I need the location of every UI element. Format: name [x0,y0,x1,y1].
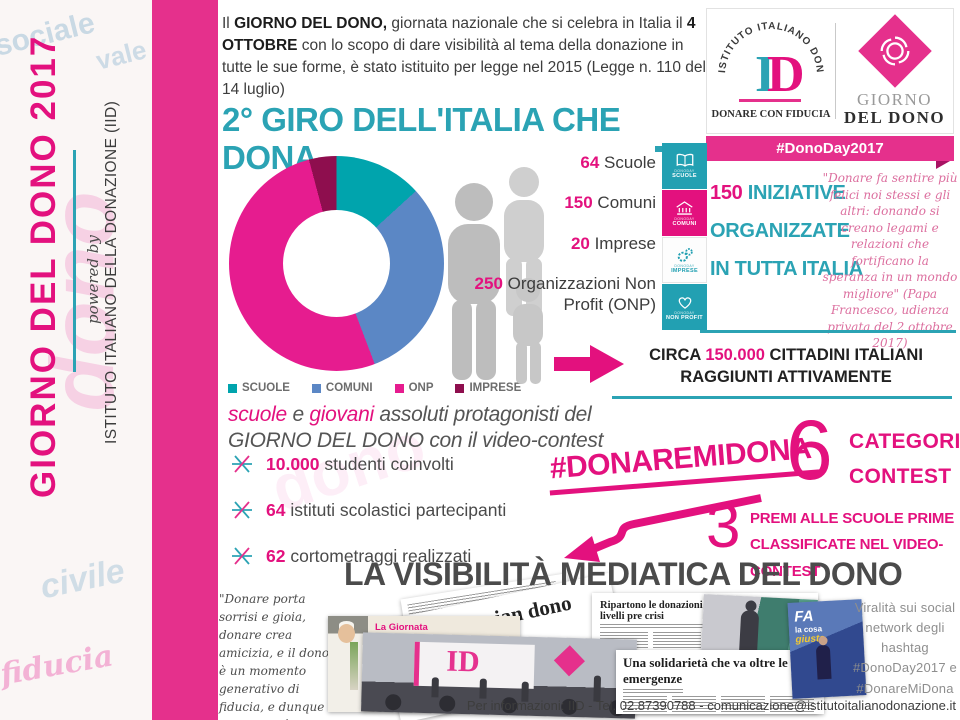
diamond-knot-icon [857,14,932,88]
banner-fold [936,161,950,169]
giorno-del-dono-logo: GIORNO DEL DONO [836,9,953,133]
powered-by-label: powered by [84,235,102,324]
divider-line [612,396,952,399]
bullet-istituti: 64 istituti scolastici partecipanti [230,498,506,522]
badge-imprese: DONODAY IMPRESE [662,237,707,283]
watermark-word: vale [93,34,150,76]
footer-contact-info: Per informazioni: IID - Tel. 02.87390788… [466,698,956,713]
donoday-hashtag-banner: #DonoDay2017 [706,136,954,161]
stat-scuole: 64 Scuole [580,153,656,172]
stat-imprese: 20 Imprese [570,233,656,253]
logo-block: ISTITUTO ITALIANO DONAZIONE I D DONARE C… [703,1,954,134]
bank-icon [676,200,693,215]
contest-number-3: 3 [706,492,741,561]
badge-comuni: DONODAY COMUNI [662,190,707,236]
stage-id-logo: ID [445,644,481,679]
participation-stats: 64 Scuole 150 Comuni 20 Imprese 250 Orga… [468,152,656,334]
reach-callout: CIRCA 150.000 CITTADINI ITALIANI RAGGIUN… [649,346,923,387]
intro-paragraph: Il GIORNO DEL DONO, giornata nazionale c… [222,15,706,99]
bullet-studenti: 10.000 studenti coinvolti [230,452,506,476]
mattarella-quote: "Donare porta sorrisi e gioia, donare cr… [219,592,330,720]
contest-categorie-label: CATEGORIE CONTEST [849,430,960,488]
stage-diamond-logo [553,645,585,677]
svg-text:DONARE CON FIDUCIA: DONARE CON FIDUCIA [711,109,830,120]
heart-icon [678,296,691,309]
asterisk-icon [232,455,252,473]
legend-item: COMUNI [311,382,373,394]
logo-divider [835,23,836,119]
contest-premi-label: PREMI ALLE SCUOLE PRIME CLASSIFICATE NEL… [750,510,955,580]
sidebar: sociale vale dono civile fiducia GIORNO … [0,0,218,720]
clipping-kicker: La Giornata [375,622,428,633]
organization-name-vertical: ISTITUTO ITALIANO DELLA DONAZIONE (IID) [103,100,120,444]
legend-swatch [455,383,465,393]
stat-comuni: 150 Comuni [564,193,656,213]
protagonists-line: scuole e giovani assoluti protagonisti d… [228,403,604,452]
sidebar-divider-line [73,150,76,372]
contest-number-6: 6 [786,403,833,497]
legend-swatch [394,383,404,393]
right-arrow-icon [554,345,624,383]
family-silhouette [448,167,544,384]
media-section-heading: LA VISIBILITÀ MEDIATICA DEL DONO [344,556,903,592]
legend-swatch [311,383,321,393]
watermark-word: fiducia [0,638,116,693]
asterisk-icon [232,547,252,565]
svg-text:I: I [755,46,775,103]
badge-scuole: DONODAY SCUOLE [662,143,707,189]
sidebar-accent-bar [152,0,218,720]
svg-text:D: D [767,46,805,103]
iniziative-callout: 150 INIZIATIVE ORGANIZZATE IN TUTTA ITAL… [710,182,863,280]
book-icon [676,153,693,167]
asterisk-icon [232,501,252,519]
clipping-headline: Ripartono le donazioni nel 2016 tornate … [600,600,789,622]
divider-line [700,330,956,333]
watermark-word: civile [36,551,128,607]
legend-item: IMPRESE [455,382,521,394]
iid-logo-graphic: ISTITUTO ITALIANO DONAZIONE I D DONARE C… [703,1,831,120]
badge-non-profit: DONODAY NON PROFIT [662,284,707,330]
donoday-badge-column: DONODAY SCUOLE DONODAY COMUNI DONODAY IM… [662,143,707,330]
bullet-cortometraggi: 62 cortometraggi realizzati [230,544,506,568]
curved-arrow-icon [564,494,762,562]
section-heading-giro: 2° GIRO DELL'ITALIA CHE DONA [222,101,621,176]
event-title-vertical: GIORNO DEL DONO 2017 [24,34,63,498]
video-contest-bullets: 10.000 studenti coinvolti 64 istituti sc… [230,452,506,590]
legend-swatch [228,383,237,393]
legend-item: ONP [394,382,433,394]
clipping-subhead [600,624,780,628]
legend-item: SCUOLE [228,382,290,394]
chart-legend: SCUOLE COMUNI ONP IMPRESE [228,382,521,394]
clipping-byline [623,689,683,693]
iid-logo: ISTITUTO ITALIANO DONAZIONE I D DONARE C… [703,1,835,133]
stat-onp: 250 Organizzazioni Non Profit (ONP) [474,273,656,314]
newspaper-clipping-solidarieta: Una solidarietà che va oltre le emergenz… [616,650,824,714]
gears-icon [677,247,693,262]
clipping-headline: Una solidarietà che va oltre le emergenz… [623,655,788,686]
giorno-del-dono-wordmark: GIORNO DEL DONO [843,90,946,127]
social-virality-note: Viralità sui social network degli hashta… [853,600,957,696]
papa-francesco-quote: "Donare fa sentire più felici noi stessi… [822,171,958,351]
donut-chart-hole [283,210,390,317]
